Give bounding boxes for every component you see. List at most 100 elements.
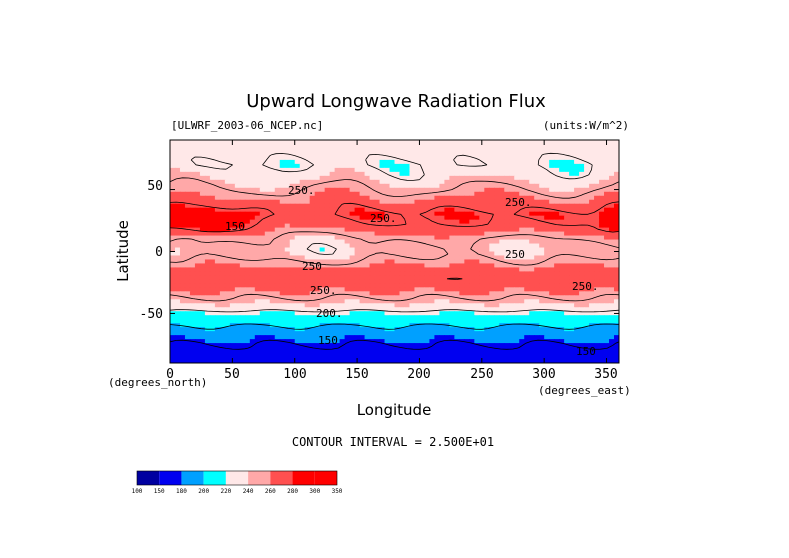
heatmap-cell [299, 151, 306, 157]
heatmap-cell [394, 227, 401, 233]
heatmap-cell [324, 247, 331, 253]
heatmap-cell [434, 187, 440, 193]
heatmap-cell [299, 223, 306, 229]
heatmap-cell [354, 271, 361, 276]
heatmap-cell [204, 323, 211, 328]
heatmap-cell [299, 179, 306, 185]
heatmap-cell [579, 287, 585, 292]
heatmap-cell [519, 255, 525, 261]
heatmap-cell [244, 223, 251, 229]
heatmap-cell [549, 223, 555, 229]
heatmap-cell [319, 247, 326, 253]
heatmap-cell [269, 211, 276, 217]
heatmap-cell [174, 143, 181, 149]
heatmap-cell [369, 323, 376, 328]
heatmap-cell [354, 331, 361, 336]
heatmap-cell [439, 299, 445, 304]
heatmap-cell [449, 227, 455, 233]
heatmap-cell [384, 211, 391, 217]
heatmap-cell [274, 335, 281, 340]
heatmap-cell [459, 355, 465, 360]
heatmap-cell [299, 163, 306, 169]
heatmap-cell [489, 207, 495, 213]
heatmap-cell [199, 327, 206, 332]
heatmap-cell [519, 207, 525, 213]
heatmap-cell [574, 347, 580, 352]
heatmap-cell [444, 267, 450, 273]
heatmap-cell [574, 259, 580, 265]
heatmap-cell [294, 263, 301, 269]
heatmap-cell [459, 191, 465, 197]
heatmap-cell [174, 347, 181, 352]
heatmap-cell [534, 171, 540, 177]
heatmap-cell [414, 243, 421, 249]
heatmap-cell [279, 295, 286, 300]
heatmap-cell [189, 347, 196, 352]
heatmap-cell [354, 171, 361, 177]
heatmap-cell [334, 291, 341, 296]
heatmap-cell [199, 275, 206, 280]
heatmap-cell [499, 171, 505, 177]
heatmap-cell [349, 267, 356, 273]
heatmap-cell [394, 251, 401, 257]
heatmap-cell [589, 247, 595, 253]
heatmap-cell [454, 271, 460, 276]
heatmap-cell [349, 179, 356, 185]
heatmap-cell [254, 339, 261, 344]
heatmap-cell [344, 319, 351, 324]
heatmap-cell [274, 155, 281, 161]
heatmap-cell [319, 211, 326, 217]
heatmap-cell [499, 339, 505, 344]
heatmap-cell [359, 179, 366, 185]
heatmap-cell [514, 295, 520, 300]
heatmap-cell [284, 155, 291, 161]
heatmap-cell [479, 227, 485, 233]
heatmap-cell [204, 263, 211, 269]
heatmap-cell [559, 255, 565, 261]
heatmap-cell [299, 187, 306, 193]
heatmap-cell [354, 155, 361, 161]
heatmap-cell [204, 167, 211, 173]
heatmap-cell [379, 263, 386, 269]
heatmap-cell [464, 331, 470, 336]
heatmap-cell [534, 227, 540, 233]
heatmap-cell [514, 143, 520, 149]
heatmap-cell [179, 303, 186, 308]
heatmap-cell [219, 323, 226, 328]
heatmap-cell [324, 195, 331, 201]
heatmap-cell [354, 163, 361, 169]
heatmap-cell [509, 235, 515, 241]
heatmap-cell [504, 355, 510, 360]
heatmap-cell [189, 175, 196, 181]
heatmap-cell [594, 295, 600, 300]
heatmap-cell [474, 299, 480, 304]
heatmap-cell [339, 171, 346, 177]
heatmap-cell [564, 315, 570, 320]
heatmap-cell [324, 167, 331, 173]
heatmap-cell [394, 140, 401, 145]
heatmap-cell [324, 351, 331, 356]
heatmap-cell [559, 267, 565, 273]
heatmap-cell [249, 159, 256, 165]
heatmap-cell [554, 279, 560, 284]
heatmap-cell [584, 283, 590, 288]
heatmap-cell [454, 187, 460, 193]
heatmap-cell [559, 223, 565, 229]
heatmap-cell [524, 211, 530, 217]
heatmap-cell [484, 295, 490, 300]
heatmap-cell [269, 187, 276, 193]
heatmap-cell [539, 323, 545, 328]
heatmap-cell [579, 140, 585, 145]
heatmap-cell [194, 291, 201, 296]
heatmap-cell [189, 319, 196, 324]
heatmap-cell [564, 215, 570, 221]
heatmap-cell [379, 283, 386, 288]
heatmap-cell [209, 215, 216, 221]
heatmap-cell [469, 335, 475, 340]
heatmap-cell [174, 275, 181, 280]
heatmap-cell [284, 223, 291, 229]
heatmap-cell [609, 195, 615, 201]
heatmap-cell [284, 263, 291, 269]
heatmap-cell [589, 207, 595, 213]
heatmap-cell [269, 219, 276, 225]
